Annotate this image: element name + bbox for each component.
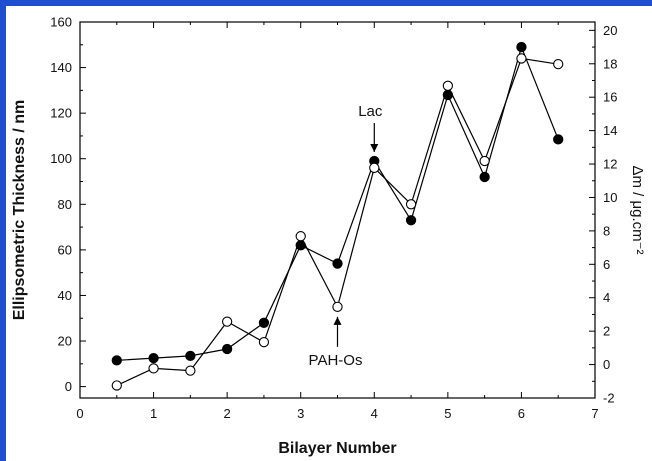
filled-marker: [148, 352, 159, 364]
y2-axis-title: Δm / μg.cm⁻²: [629, 165, 646, 254]
y-tick-label: 40: [58, 288, 72, 303]
y2-tick-label: 12: [603, 157, 617, 172]
y2-tick-label: 4: [603, 290, 610, 305]
figure-border-left: [0, 0, 6, 461]
y-tick-label: 60: [58, 242, 72, 257]
x-tick-label: 5: [444, 406, 451, 421]
open-marker: [405, 199, 417, 210]
annotation-label: Lac: [358, 103, 383, 120]
figure-border-top: [0, 0, 652, 6]
filled-marker: [405, 215, 417, 226]
x-tick-label: 6: [518, 406, 525, 421]
y2-tick-label: 6: [603, 257, 610, 272]
y2-tick-label: 10: [603, 190, 617, 205]
y-tick-label: 140: [50, 60, 72, 75]
x-tick-label: 0: [76, 406, 83, 421]
y2-tick-label: 8: [603, 223, 610, 238]
x-tick-label: 4: [371, 406, 378, 421]
y2-tick-label: 16: [603, 90, 617, 105]
y2-tick-label: 2: [603, 324, 610, 339]
annotation-arrow-head: [370, 144, 379, 153]
filled-marker: [185, 350, 196, 361]
y2-tick-label: 18: [603, 56, 617, 71]
y2-tick-label: -2: [603, 391, 615, 406]
open-marker: [369, 162, 380, 173]
filled-marker: [221, 343, 233, 355]
open-marker: [516, 53, 527, 64]
open-marker: [185, 365, 196, 376]
open-marker: [442, 80, 454, 91]
open-marker: [258, 337, 270, 348]
y-tick-label: 0: [65, 379, 72, 394]
y-axis-title: Ellipsometric Thickness / nm: [11, 100, 28, 321]
x-tick-label: 2: [224, 406, 231, 421]
open-marker: [148, 363, 159, 374]
open-marker: [221, 316, 233, 327]
y2-tick-label: 14: [603, 123, 617, 138]
series-line-1: [116, 45, 559, 361]
filled-marker: [332, 258, 343, 269]
open-marker: [479, 155, 490, 167]
filled-marker: [111, 355, 122, 366]
open-marker: [332, 301, 343, 312]
y-tick-label: 20: [58, 334, 72, 349]
annotation-arrow-head: [333, 316, 342, 325]
x-tick-label: 7: [591, 406, 598, 421]
open-marker: [111, 380, 122, 391]
y-tick-label: 80: [58, 197, 72, 212]
open-marker: [553, 59, 564, 70]
filled-marker: [553, 134, 564, 145]
x-tick-label: 3: [297, 406, 304, 421]
y-tick-label: 100: [50, 151, 72, 166]
filled-marker: [258, 317, 270, 328]
filled-marker: [479, 171, 490, 183]
y-tick-label: 120: [50, 106, 72, 121]
y2-tick-label: 0: [603, 357, 610, 372]
x-axis-title: Bilayer Number: [278, 440, 396, 457]
x-tick-label: 1: [150, 406, 157, 421]
open-marker: [295, 231, 306, 242]
annotation-label: PAH-Os: [309, 352, 363, 369]
filled-marker: [516, 41, 527, 53]
y-tick-label: 160: [50, 15, 72, 30]
y2-tick-label: 20: [603, 23, 617, 38]
